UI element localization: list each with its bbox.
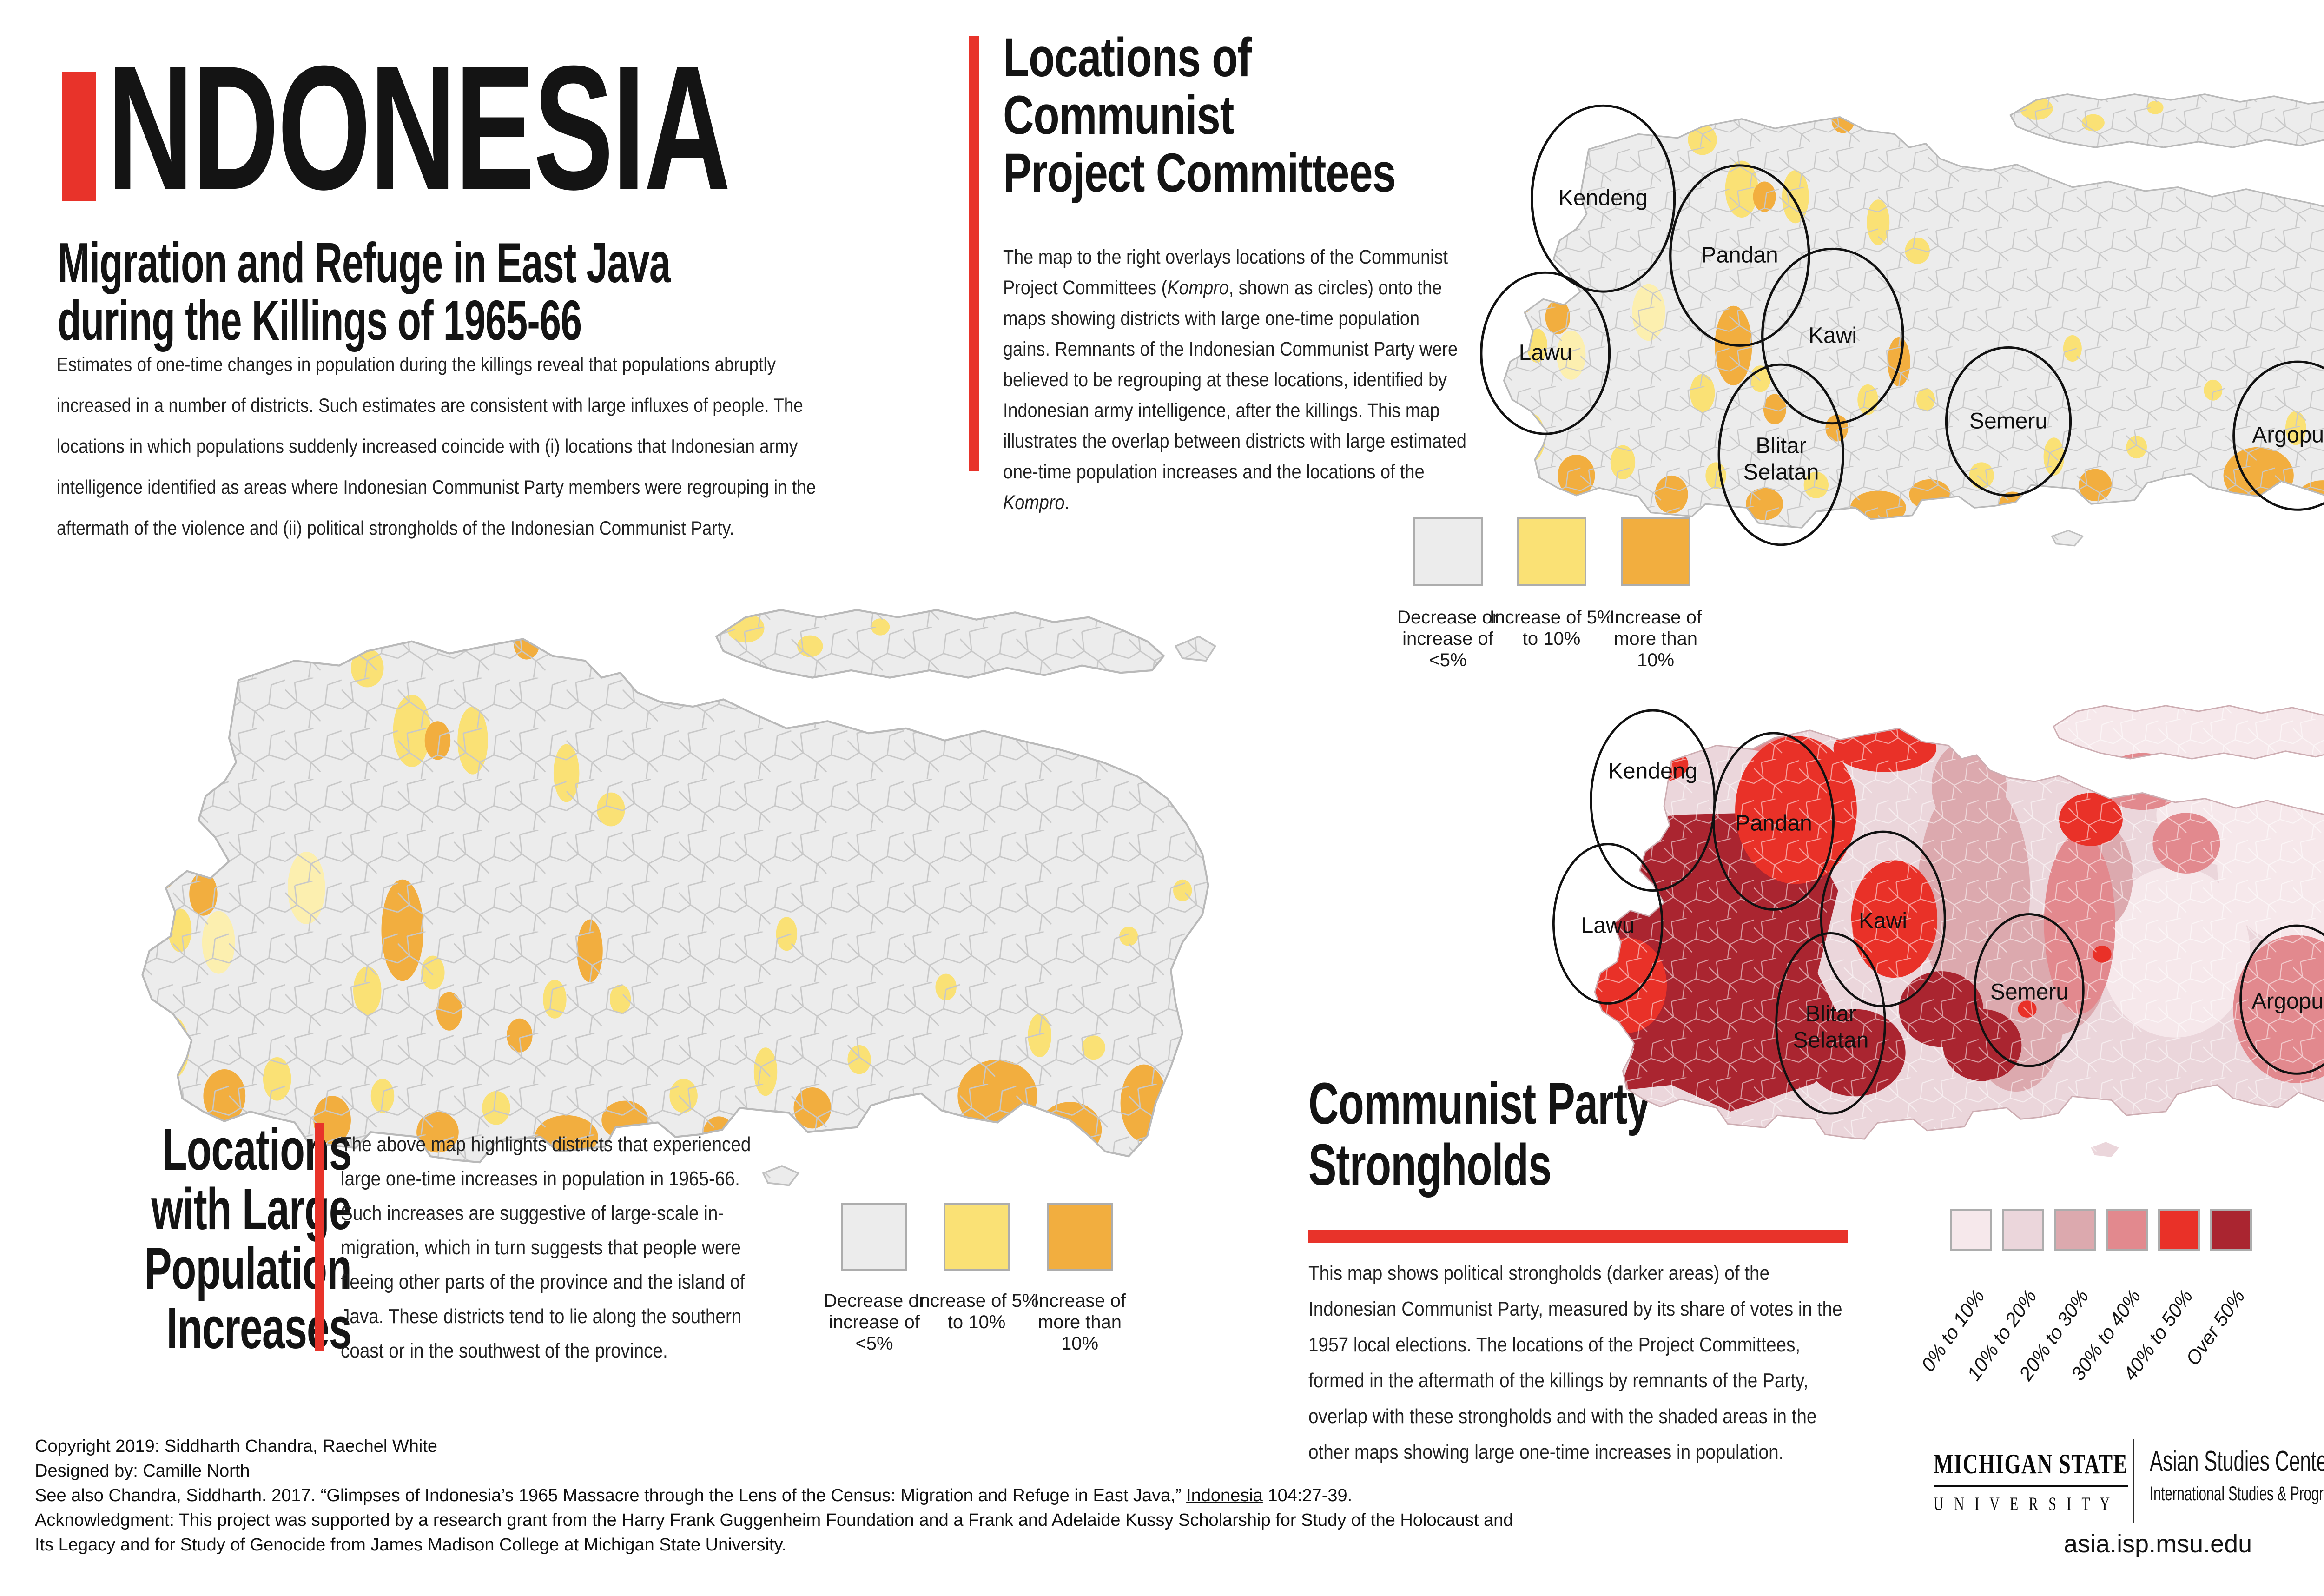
credits-block: Copyright 2019: Siddharth Chandra, Raech… (35, 1434, 1513, 1557)
kompro-map-circles (1480, 104, 2324, 546)
strongholds-map-label-pandan: Pandan (1735, 811, 1812, 836)
strongholds-map-label-kendeng: Kendeng (1608, 759, 1698, 784)
asian-studies-center-block: Asian Studies Center International Studi… (2150, 1445, 2324, 1505)
legend-top-label-gray: Decrease or increase of <5% (1397, 607, 1499, 670)
kompro-heading-line-3: Project Committees (1003, 142, 1396, 204)
msu-url: asia.isp.msu.edu (2064, 1530, 2252, 1558)
legend-left-swatch-gray (841, 1203, 907, 1271)
kompro-map-label-lawu: Lawu (1519, 340, 1572, 365)
strongholds-red-rule (1308, 1230, 1848, 1243)
credits-line-1: Copyright 2019: Siddharth Chandra, Raech… (35, 1437, 438, 1456)
legend-red-swatch-6 (2210, 1209, 2252, 1251)
strongholds-heading-line-1: Communist Party (1308, 1071, 1651, 1136)
strongholds-map-label-argopuro: Argopuro (2251, 989, 2324, 1014)
legend-top-label-orange: Increase of more than 10% (1610, 607, 1702, 670)
intro-paragraph: Estimates of one-time changes in populat… (57, 353, 816, 539)
kompro-map-label-semeru: Semeru (1969, 409, 2048, 434)
legend-red-swatch-1 (1950, 1209, 1992, 1251)
kompro-map (1432, 28, 2324, 550)
subtitle-line-2: during the Killings of 1965-66 (58, 289, 582, 352)
legend-left-label-gray: Decrease or increase of <5% (824, 1291, 925, 1354)
kompro-heading: Locations of Communist Project Committee… (1003, 29, 1506, 202)
credits-line-5: Its Legacy and for Study of Genocide fro… (35, 1535, 787, 1555)
kompro-paragraph-post: . (1064, 491, 1070, 514)
subtitle-line-1: Migration and Refuge in East Java (58, 231, 671, 294)
page-title-text: NDONESIA (107, 29, 731, 226)
credits-line-3: See also Chandra, Siddharth. 2017. “Glim… (35, 1483, 1513, 1508)
legend-red-swatch-2 (2002, 1209, 2044, 1251)
asc-line-1: Asian Studies Center (2150, 1445, 2324, 1477)
msu-wordmark-line-1: MICHIGAN STATE (1934, 1448, 2128, 1487)
msu-wordmark-line-2: U N I V E R S I T Y (1934, 1493, 2113, 1514)
strongholds-map-circles (1552, 709, 2324, 1115)
legend-left-swatch-yellow (944, 1203, 1010, 1271)
kompro-map-label-kendeng: Kendeng (1558, 185, 1648, 211)
page-subtitle: Migration and Refuge in East Java during… (58, 234, 958, 349)
strongholds-heading: Communist Party Strongholds (1308, 1073, 1783, 1196)
kompro-italic-1: Kompro (1167, 277, 1229, 299)
page-title: NDONESIA (107, 40, 1022, 216)
kompro-italic-2: Kompro (1003, 491, 1065, 514)
kompro-paragraph: The map to the right overlays locations … (1003, 242, 1467, 518)
kompro-map-label-pandan: Pandan (1701, 243, 1778, 268)
population-map (60, 525, 1232, 1190)
credits-line-2: Designed by: Camille North (35, 1461, 250, 1481)
kompro-map-label-argopuro: Argopuro (2252, 423, 2324, 448)
legend-red-swatch-3 (2054, 1209, 2096, 1251)
credits-line-3-journal: Indonesia (1186, 1486, 1263, 1505)
strongholds-map (1529, 639, 2324, 1161)
title-red-i-block (62, 72, 96, 201)
asc-line-2: International Studies & Programs (2150, 1483, 2324, 1505)
population-heading: Locations with Large Population Increase… (56, 1120, 352, 1358)
strongholds-heading-line-2: Strongholds (1308, 1132, 1552, 1198)
legend-top-swatch-gray (1413, 517, 1483, 586)
legend-top-label-yellow: Increase of 5% to 10% (1489, 607, 1614, 649)
legend-top-swatch-orange (1621, 517, 1690, 586)
msu-wordmark: MICHIGAN STATE U N I V E R S I T Y (1934, 1448, 2193, 1515)
population-paragraph: The above map highlights districts that … (341, 1133, 751, 1362)
kompro-map-label-blitar-selatan: Blitar Selatan (1743, 433, 1819, 484)
population-red-bar (315, 1123, 324, 1351)
kompro-paragraph-mid: , shown as circles) onto the maps showin… (1003, 277, 1466, 483)
legend-left-swatch-orange (1047, 1203, 1113, 1271)
legend-left-label-orange: Increase of more than 10% (1034, 1291, 1126, 1354)
strongholds-map-label-lawu: Lawu (1581, 913, 1635, 938)
legend-red-swatch-4 (2106, 1209, 2148, 1251)
kompro-paragraph-pre: The map to the right overlays locations … (1003, 246, 1448, 299)
legend-red-swatch-5 (2158, 1209, 2200, 1251)
kompro-heading-line-1: Locations of (1003, 27, 1252, 88)
legend-left-label-yellow: Increase of 5% to 10% (914, 1291, 1039, 1332)
msu-divider-line (2133, 1439, 2134, 1523)
strongholds-map-label-blitar-selatan: Blitar Selatan (1793, 1001, 1869, 1053)
credits-line-4: Acknowledgment: This project was support… (35, 1510, 1513, 1530)
kompro-red-bar (969, 36, 979, 471)
credits-line-3-pre: See also Chandra, Siddharth. 2017. “Glim… (35, 1486, 1187, 1505)
legend-top-swatch-yellow (1517, 517, 1586, 586)
strongholds-map-label-semeru: Semeru (1990, 980, 2069, 1005)
strongholds-map-label-kawi: Kawi (1858, 908, 1908, 934)
kompro-map-label-kawi: Kawi (1808, 323, 1857, 348)
kompro-heading-line-2: Communist (1003, 85, 1234, 146)
credits-line-3-post: 104:27-39. (1262, 1486, 1353, 1505)
strongholds-paragraph: This map shows political strongholds (da… (1308, 1262, 1842, 1464)
